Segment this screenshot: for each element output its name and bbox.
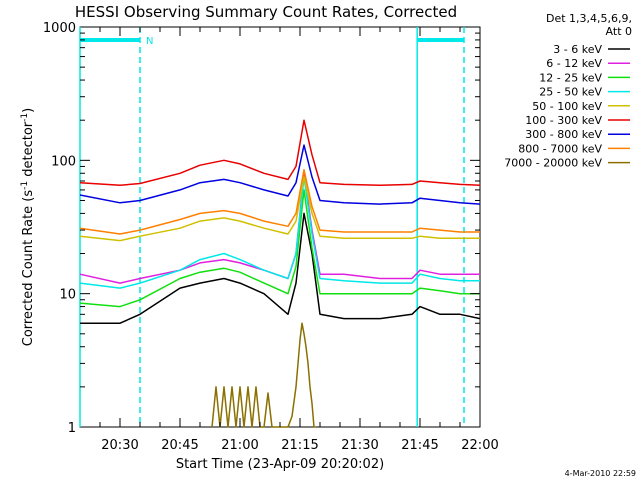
legend-label: 3 - 6 keV (553, 43, 602, 56)
series-lines (79, 119, 481, 428)
x-tick-label: 20:30 (101, 438, 138, 453)
x-tick-label: 21:00 (221, 438, 258, 453)
legend-label: 25 - 50 keV (539, 86, 602, 99)
y-axis-title-main: Corrected Count Rate (s (21, 190, 36, 347)
legend-header: Det 1,3,4,5,6,9, (546, 12, 632, 25)
x-axis-title: Start Time (23-Apr-09 20:20:02) (176, 457, 384, 472)
night-markers: N (79, 27, 465, 427)
x-tick-label: 20:45 (161, 438, 198, 453)
legend-label: 12 - 25 keV (539, 71, 602, 84)
x-tick-label: 21:30 (341, 438, 378, 453)
x-tick-label: 21:15 (281, 438, 318, 453)
series-line (79, 189, 480, 308)
y-axis-title-end: ) (21, 108, 36, 113)
legend-label: 7000 - 20000 keV (504, 157, 602, 170)
y-tick-label: 10 (59, 288, 76, 303)
legend-label: 800 - 7000 keV (518, 142, 602, 155)
series-line (79, 176, 480, 289)
legend-label: 100 - 300 keV (525, 114, 602, 127)
series-line (79, 144, 481, 205)
legend-label: 300 - 800 keV (525, 128, 602, 141)
y-axis-title-mid: detector (21, 121, 36, 181)
series-line (79, 119, 481, 187)
axes: 1 10 100 1000 20:30 20:45 21:00 21:15 21:30 21:45… (43, 21, 499, 453)
series-line (80, 212, 481, 324)
x-tick-label: 21:45 (401, 438, 438, 453)
y-tick-label: 1000 (43, 21, 76, 36)
legend-label: 6 - 12 keV (546, 57, 602, 70)
y-axis-title-sup1: -1 (20, 181, 30, 190)
night-marker-label: N (146, 36, 153, 47)
legend-header: Att 0 (606, 25, 632, 38)
legend-label: 50 - 100 keV (532, 100, 602, 113)
y-axis-title-sup2: -1 (20, 113, 30, 122)
y-axis-title: Corrected Count Rate (s-1 detector-1) (20, 108, 36, 346)
chart-title: HESSI Observing Summary Count Rates, Cor… (75, 3, 457, 21)
footer-timestamp: 4-Mar-2010 22:59 (565, 469, 636, 478)
y-tick-label: 100 (51, 154, 76, 169)
series-line (79, 168, 480, 235)
x-tick-label: 22:00 (461, 438, 498, 453)
series-line (79, 176, 480, 242)
y-tick-label: 1 (68, 421, 76, 436)
series-line (211, 322, 316, 428)
